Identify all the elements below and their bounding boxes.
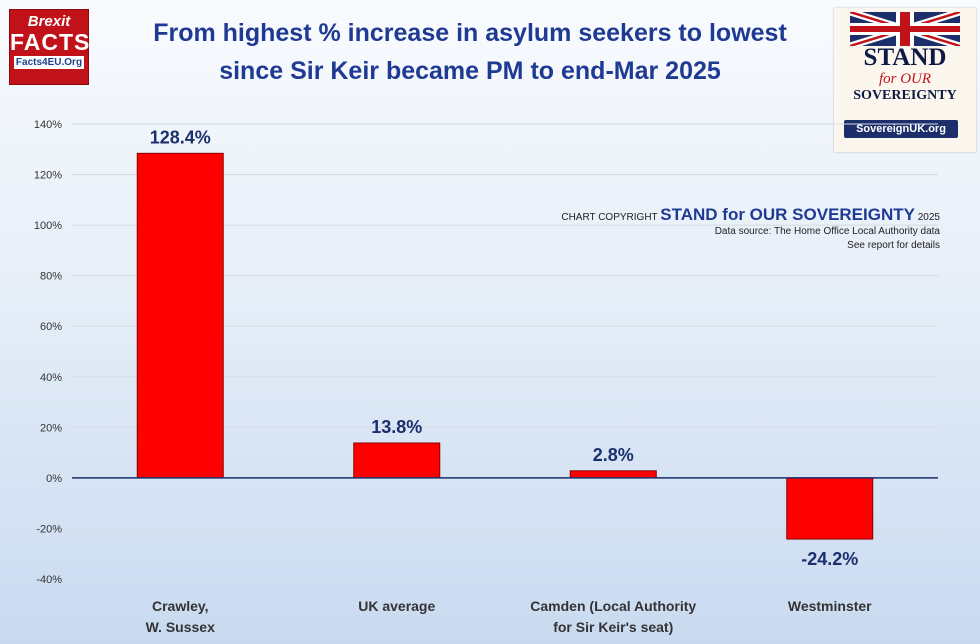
x-category-label: Camden (Local Authority for Sir Keir's se… <box>530 598 696 635</box>
bar <box>353 442 441 479</box>
y-tick-label: 40% <box>40 372 62 384</box>
data-label: 13.8% <box>371 417 422 437</box>
credits-prefix: CHART COPYRIGHT <box>561 212 658 223</box>
logo-left-line3: Facts4EU.Org <box>14 56 84 69</box>
y-tick-label: 140% <box>34 119 62 131</box>
y-tick-label: 60% <box>40 321 62 333</box>
credits-copyright-row: CHART COPYRIGHT STAND for OUR SOVEREIGNT… <box>561 205 940 225</box>
credits-note: See report for details <box>847 240 940 251</box>
chart-title: From highest % increase in asylum seeker… <box>110 14 830 90</box>
x-category-label-line: Westminster <box>788 598 872 614</box>
data-label: 2.8% <box>593 445 634 465</box>
y-tick-label: 100% <box>34 220 62 232</box>
x-category-label: Westminster <box>788 598 872 614</box>
x-category-label-line: W. Sussex <box>146 619 215 635</box>
y-tick-label: 20% <box>40 422 62 434</box>
x-category-label: Crawley, W. Sussex <box>146 598 215 635</box>
y-tick-label: -40% <box>36 574 62 586</box>
logo-right-line3: SOVEREIGNTY <box>853 88 957 103</box>
logo-right-line1: STAND <box>863 44 947 71</box>
chart-credits: CHART COPYRIGHT STAND for OUR SOVEREIGNT… <box>561 205 940 253</box>
credits-source: Data source: The Home Office Local Autho… <box>714 226 940 237</box>
union-flag-icon <box>850 12 960 46</box>
logo-right-line2: for OUR <box>878 71 932 87</box>
sovereignty-logo: STAND for OUR SOVEREIGNTY SovereignUK.or… <box>834 8 976 152</box>
credits-org: STAND for OUR SOVEREIGNTY <box>660 205 915 224</box>
bar <box>136 152 224 479</box>
x-category-label-line: for Sir Keir's seat) <box>553 619 673 635</box>
chart-title-line2: since Sir Keir became PM to end-Mar 2025 <box>219 57 721 85</box>
brexit-facts-logo: Brexit FACTS Facts4EU.Org <box>9 9 89 85</box>
x-category-label-line: Camden (Local Authority <box>530 598 696 614</box>
data-label: 128.4% <box>150 127 211 147</box>
x-category-label-line: UK average <box>358 598 435 614</box>
chart-title-line1: From highest % increase in asylum seeker… <box>153 19 787 47</box>
credits-year: 2025 <box>917 212 940 223</box>
y-tick-label: 120% <box>34 170 62 182</box>
bar <box>569 470 657 479</box>
y-tick-label: 0% <box>46 473 62 485</box>
logo-left-line2: FACTS <box>10 29 91 55</box>
y-tick-label: -20% <box>36 523 62 535</box>
bar <box>786 477 874 540</box>
x-category-label: UK average <box>358 598 435 614</box>
logo-left-line1: Brexit <box>27 13 71 30</box>
y-tick-label: 80% <box>40 271 62 283</box>
data-label: -24.2% <box>801 549 858 569</box>
x-category-label-line: Crawley, <box>152 598 209 614</box>
